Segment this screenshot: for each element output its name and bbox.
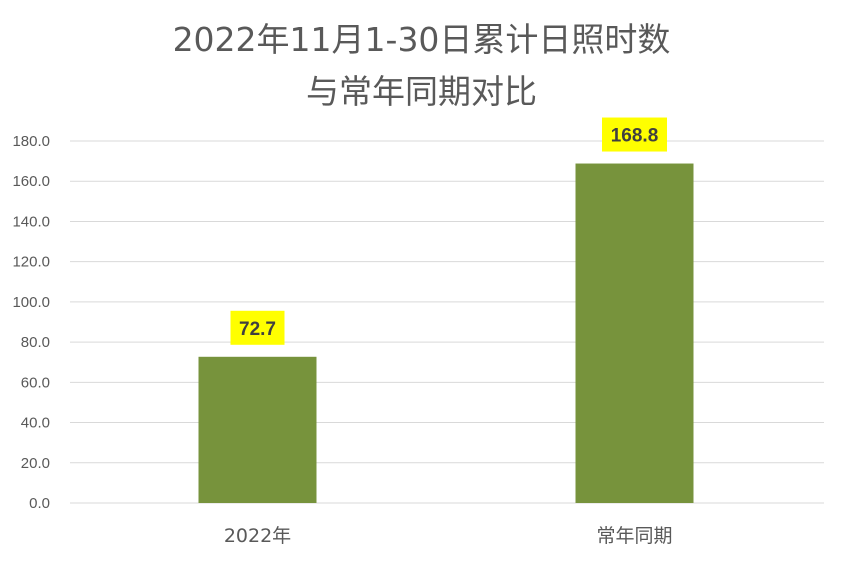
x-tick-label: 2022年 [224,525,291,547]
chart-title-line-1: 2022年11月1-30日累计日照时数 [172,20,671,59]
data-label: 72.7 [239,319,276,340]
y-tick-label: 120.0 [12,254,50,271]
y-tick-label: 60.0 [21,374,50,391]
x-tick-label: 常年同期 [596,525,672,547]
bar [198,356,317,503]
y-tick-label: 20.0 [21,455,50,472]
chart-title-line-2: 与常年同期对比 [306,72,537,111]
data-label-background [230,310,285,345]
y-tick-label: 40.0 [21,415,50,432]
y-tick-label: 80.0 [21,334,50,351]
data-label: 168.8 [611,126,659,147]
bar [575,163,694,503]
y-tick-label: 160.0 [12,173,50,190]
y-tick-label: 100.0 [12,294,50,311]
y-tick-label: 0.0 [29,495,50,512]
y-tick-label: 180.0 [12,133,50,150]
data-label-background [602,117,667,152]
y-tick-label: 140.0 [12,213,50,230]
